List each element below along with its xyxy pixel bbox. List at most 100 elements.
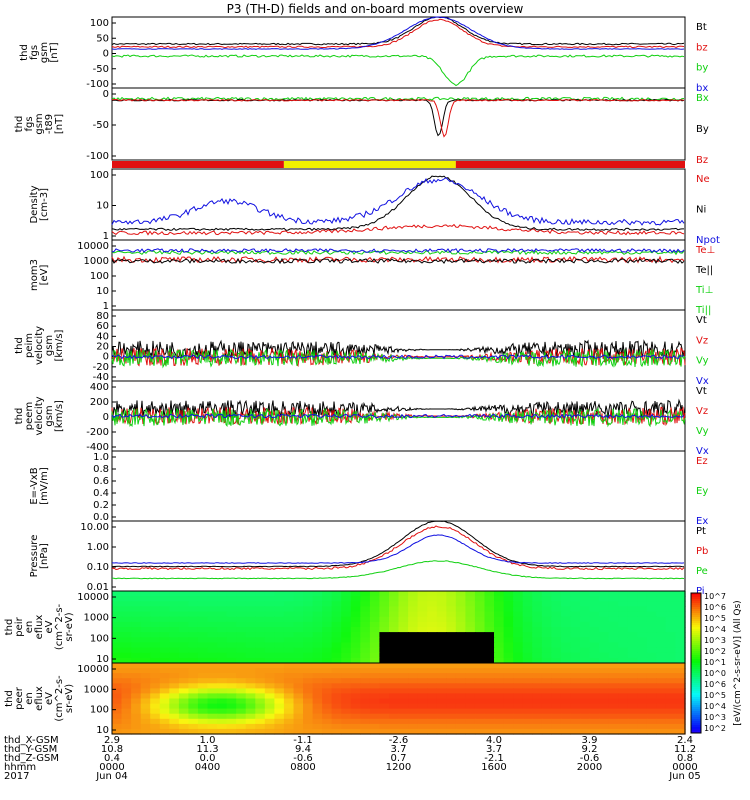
- heatmap-cell: [312, 683, 323, 689]
- heatmap-cell: [560, 601, 572, 607]
- heatmap-cell: [293, 616, 304, 623]
- heatmap-cell: [675, 647, 686, 654]
- heatmap-cell: [637, 663, 648, 669]
- heatmap-cell: [436, 591, 447, 597]
- heatmap-cell: [494, 688, 505, 695]
- heatmap-cell: [236, 657, 247, 664]
- heatmap-cell: [389, 591, 400, 597]
- heatmap-cell: [293, 652, 304, 659]
- heatmap-cell: [656, 632, 667, 638]
- y-axis-label: eV: [44, 620, 55, 633]
- heatmap-cell: [303, 606, 314, 613]
- heatmap-cell: [360, 693, 371, 700]
- heatmap-cell: [427, 601, 438, 607]
- heatmap-cell: [494, 683, 505, 689]
- heatmap-cell: [589, 637, 600, 643]
- heatmap-cell: [599, 713, 610, 720]
- heatmap-cell: [140, 616, 151, 623]
- heatmap-cell: [264, 621, 275, 628]
- heatmap-cell: [541, 713, 552, 720]
- heatmap-cell: [665, 637, 677, 643]
- heatmap-cell: [255, 708, 266, 715]
- heatmap-cell: [283, 678, 295, 684]
- heatmap-cell: [532, 718, 543, 725]
- heatmap-cell: [627, 668, 638, 674]
- heatmap-cell: [570, 698, 581, 705]
- heatmap-cell: [503, 637, 514, 643]
- colorbar-cell: [691, 705, 701, 708]
- heatmap-cell: [312, 627, 323, 633]
- x-tick-value: 2000: [577, 762, 602, 773]
- heatmap-cell: [312, 693, 323, 700]
- heatmap-cell: [112, 637, 123, 643]
- heatmap-cell: [303, 647, 314, 654]
- heatmap-cell: [532, 673, 543, 679]
- heatmap-cell: [503, 723, 514, 730]
- heatmap-cell: [646, 668, 657, 674]
- heatmap-cell: [589, 621, 600, 628]
- heatmap-cell: [580, 647, 591, 654]
- heatmap-cell: [560, 688, 572, 695]
- heatmap-cell: [159, 723, 170, 730]
- heatmap-cell: [207, 698, 218, 705]
- heatmap-cell: [178, 591, 190, 597]
- heatmap-cell: [303, 637, 314, 643]
- heatmap-cell: [398, 708, 409, 715]
- heatmap-cell: [675, 616, 686, 623]
- heatmap-cell: [513, 673, 524, 679]
- heatmap-cell: [389, 708, 400, 715]
- heatmap-cell: [350, 632, 361, 638]
- heatmap-cell: [503, 647, 514, 654]
- heatmap-cell: [389, 647, 400, 654]
- heatmap-cell: [560, 703, 572, 710]
- heatmap-cell: [131, 591, 142, 597]
- heatmap-cell: [398, 637, 409, 643]
- heatmap-cell: [656, 606, 667, 613]
- heatmap-cell: [551, 693, 562, 700]
- heatmap-cell: [427, 621, 438, 628]
- heatmap-cell: [580, 596, 591, 602]
- heatmap-cell: [207, 693, 218, 700]
- heatmap-cell: [255, 616, 266, 623]
- heatmap-cell: [675, 693, 686, 700]
- y-axis-label: [eV]: [39, 265, 50, 286]
- heatmap-cell: [236, 678, 247, 684]
- heatmap-cell: [417, 718, 428, 725]
- heatmap-cell: [503, 657, 514, 664]
- heatmap-cell: [341, 693, 352, 700]
- heatmap-cell: [303, 591, 314, 597]
- heatmap-cell: [398, 616, 409, 623]
- heatmap-cell: [627, 652, 638, 659]
- heatmap-cell: [427, 698, 438, 705]
- legend-label: by: [696, 63, 708, 74]
- heatmap-cell: [131, 723, 142, 730]
- heatmap-cell: [264, 708, 275, 715]
- heatmap-cell: [627, 627, 638, 633]
- heatmap-cell: [112, 606, 123, 613]
- heatmap-cell: [436, 703, 447, 710]
- heatmap-cell: [389, 673, 400, 679]
- heatmap-cell: [599, 591, 610, 597]
- heatmap-cell: [618, 688, 629, 695]
- heatmap-cell: [264, 723, 275, 730]
- heatmap-cell: [379, 703, 390, 710]
- heatmap-cell: [608, 728, 619, 735]
- heatmap-cell: [532, 621, 543, 628]
- heatmap-cell: [522, 713, 533, 720]
- colorbar-cell: [691, 681, 701, 684]
- heatmap-cell: [379, 591, 390, 597]
- heatmap-cell: [656, 616, 667, 623]
- heatmap-cell: [637, 621, 648, 628]
- heatmap-cell: [446, 703, 457, 710]
- heatmap-cell: [178, 616, 190, 623]
- legend-label: Vx: [696, 446, 709, 457]
- heatmap-cell: [675, 683, 686, 689]
- heatmap-cell: [341, 678, 352, 684]
- heatmap-cell: [322, 683, 333, 689]
- heatmap-cell: [513, 688, 524, 695]
- heatmap-cell: [589, 652, 600, 659]
- heatmap-cell: [474, 627, 486, 633]
- heatmap-cell: [398, 668, 409, 674]
- heatmap-cell: [188, 688, 199, 695]
- heatmap-cell: [465, 606, 476, 613]
